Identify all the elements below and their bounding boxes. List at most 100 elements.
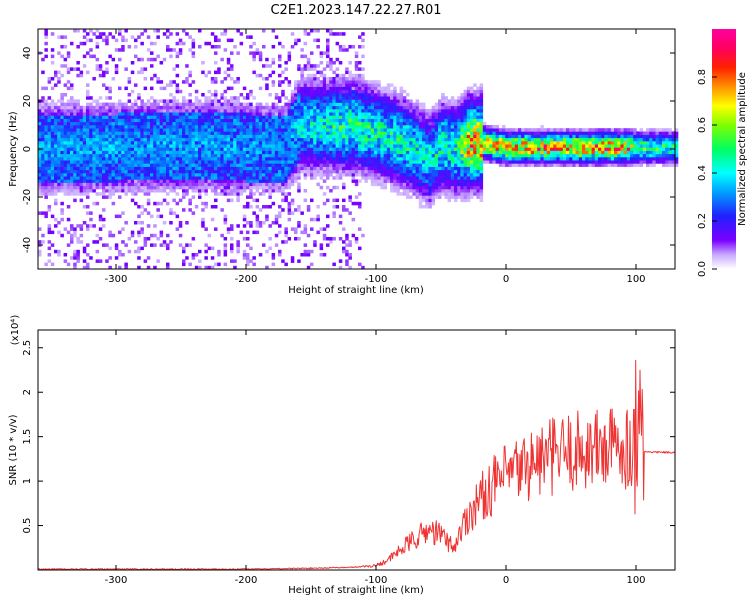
- heatmap-cell: [306, 83, 311, 87]
- heatmap-cell: [444, 169, 448, 174]
- heatmap-cell: [319, 73, 324, 78]
- heatmap-cell: [178, 160, 183, 164]
- heatmap-cell: [310, 77, 314, 81]
- heatmap-cell: [182, 144, 186, 148]
- heatmap-cell: [354, 83, 359, 87]
- heatmap-cell: [454, 118, 458, 123]
- heatmap-cell: [169, 125, 173, 129]
- heatmap-cell: [364, 147, 368, 151]
- heatmap-cell: [118, 163, 122, 167]
- heatmap-cell: [303, 86, 308, 91]
- heatmap-cell: [348, 86, 352, 91]
- heatmap-cell: [383, 169, 388, 174]
- heatmap-cell: [233, 185, 237, 190]
- heatmap-cell: [214, 173, 218, 177]
- heatmap-cell: [409, 105, 413, 110]
- heatmap-cell: [175, 89, 180, 94]
- heatmap-cell: [246, 134, 250, 139]
- heatmap-cell: [223, 105, 228, 110]
- heatmap-cell: [63, 182, 68, 187]
- heatmap-cell: [460, 134, 464, 139]
- heatmap-cell: [150, 64, 154, 68]
- heatmap-cell: [92, 182, 96, 187]
- heatmap-cell: [172, 147, 176, 151]
- heatmap-cell: [348, 166, 352, 171]
- heatmap-cell: [41, 134, 45, 139]
- heatmap-cell: [310, 134, 314, 139]
- heatmap-cell: [444, 109, 448, 113]
- heatmap-cell: [316, 80, 320, 84]
- heatmap-cell: [294, 227, 298, 231]
- heatmap-cell: [239, 102, 244, 107]
- heatmap-cell: [207, 89, 212, 94]
- heatmap-cell: [121, 45, 125, 49]
- heatmap-cell: [322, 201, 327, 206]
- heatmap-cell: [178, 233, 183, 238]
- heatmap-cell: [246, 137, 250, 142]
- heatmap-cell: [108, 265, 112, 270]
- heatmap-cell: [342, 77, 346, 81]
- heatmap-cell: [399, 137, 404, 142]
- heatmap-cell: [380, 102, 384, 107]
- heatmap-cell: [412, 144, 416, 148]
- heatmap-cell: [425, 166, 429, 171]
- heatmap-cell: [396, 157, 400, 161]
- heatmap-cell: [390, 102, 394, 107]
- heatmap-cell: [457, 112, 461, 116]
- heatmap-cell: [358, 89, 362, 94]
- heatmap-cell: [281, 109, 285, 113]
- heatmap-cell: [114, 243, 119, 247]
- heatmap-cell: [198, 109, 202, 113]
- heatmap-cell: [268, 185, 272, 190]
- heatmap-cell: [431, 109, 436, 113]
- heatmap-cell: [204, 182, 208, 187]
- heatmap-cell: [246, 179, 250, 183]
- heatmap-cell: [265, 115, 269, 119]
- heatmap-cell: [207, 102, 212, 107]
- heatmap-cell: [326, 38, 330, 43]
- heatmap-cell: [342, 147, 346, 151]
- heatmap-cell: [438, 182, 442, 187]
- heatmap-cell: [338, 93, 343, 97]
- heatmap-cell: [444, 99, 448, 103]
- heatmap-cell: [92, 131, 96, 135]
- heatmap-cell: [434, 150, 439, 155]
- heatmap-cell: [47, 227, 52, 231]
- heatmap-cell: [172, 137, 176, 142]
- heatmap-cell: [76, 73, 80, 78]
- heatmap-cell: [354, 137, 359, 142]
- heatmap-cell: [63, 102, 68, 107]
- heatmap-cell: [73, 189, 77, 193]
- heatmap-cell: [377, 144, 381, 148]
- heatmap-cell: [290, 173, 295, 177]
- heatmap-cell: [348, 115, 352, 119]
- heatmap-cell: [114, 179, 119, 183]
- heatmap-cell: [374, 93, 378, 97]
- heatmap-cell: [114, 70, 119, 75]
- heatmap-cell: [47, 224, 52, 228]
- heatmap-cell: [294, 102, 298, 107]
- heatmap-cell: [44, 144, 48, 148]
- heatmap-cell: [105, 128, 109, 132]
- heatmap-cell: [230, 160, 234, 164]
- heatmap-cell: [182, 109, 186, 113]
- heatmap-cell: [258, 118, 263, 123]
- heatmap-cell: [134, 38, 138, 43]
- heatmap-cell: [153, 243, 157, 247]
- heatmap-cell: [326, 198, 330, 203]
- heatmap-cell: [226, 105, 231, 110]
- heatmap-cell: [271, 147, 276, 151]
- heatmap-cell: [169, 102, 173, 107]
- heatmap-cell: [447, 176, 452, 180]
- heatmap-cell: [265, 182, 269, 187]
- heatmap-cell: [239, 176, 244, 180]
- heatmap-cell: [172, 153, 176, 158]
- heatmap-cell: [82, 141, 87, 145]
- heatmap-cell: [338, 153, 343, 158]
- heatmap-cell: [246, 237, 250, 241]
- heatmap-cell: [92, 240, 96, 244]
- heatmap-cell: [153, 265, 157, 270]
- heatmap-cell: [383, 144, 388, 148]
- heatmap-cell: [297, 67, 301, 71]
- heatmap-cell: [310, 89, 314, 94]
